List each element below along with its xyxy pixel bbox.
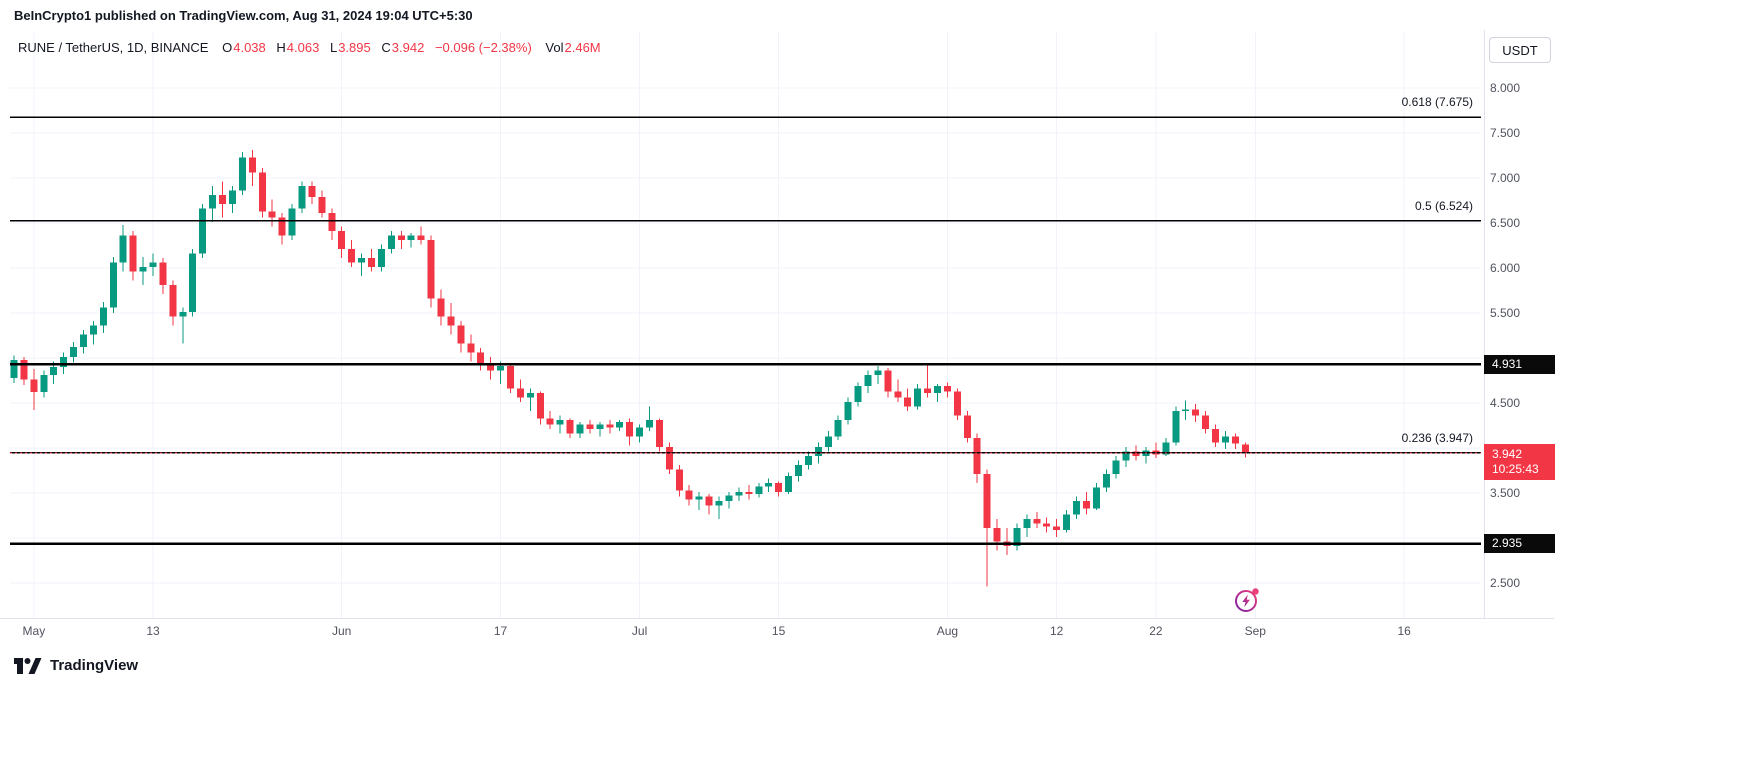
time-axis-label: Aug bbox=[936, 624, 959, 638]
published-text: BeInCrypto1 published on TradingView.com… bbox=[14, 7, 473, 23]
low-value: 3.895 bbox=[338, 40, 371, 55]
bar-countdown: 10:25:43 bbox=[1492, 462, 1539, 477]
published-attribution-bar: BeInCrypto1 published on TradingView.com… bbox=[0, 0, 1754, 30]
price-axis-label: 6.000 bbox=[1490, 261, 1521, 275]
volume-label: Vol bbox=[545, 40, 564, 55]
close-value: 3.942 bbox=[391, 40, 425, 55]
price-axis-separator bbox=[1484, 30, 1485, 619]
change-value: −0.096 (−2.38%) bbox=[434, 40, 532, 55]
price-axis-label: 8.000 bbox=[1490, 81, 1521, 95]
level-price-badge-upper: 4.931 bbox=[1484, 354, 1555, 374]
legend-open: O4.038 bbox=[222, 40, 266, 55]
price-axis-label: 4.500 bbox=[1490, 396, 1521, 410]
flash-reaction-icon[interactable] bbox=[1232, 585, 1262, 615]
legend-low: L3.895 bbox=[330, 40, 371, 55]
tradingview-brand-text: TradingView bbox=[50, 656, 139, 674]
chart-legend[interactable]: RUNE / TetherUS, 1D, BINANCE O4.038 H4.0… bbox=[18, 40, 608, 55]
price-axis-label: 2.500 bbox=[1490, 576, 1521, 590]
current-price-value: 3.942 bbox=[1492, 447, 1523, 462]
high-label: H bbox=[276, 40, 286, 55]
time-axis-label: Jul bbox=[631, 624, 648, 638]
time-axis-separator bbox=[0, 618, 1554, 619]
time-axis-label: 12 bbox=[1049, 624, 1064, 638]
notification-dot bbox=[1252, 588, 1259, 595]
price-axis-label: 7.500 bbox=[1490, 126, 1521, 140]
symbol-title: RUNE / TetherUS, 1D, BINANCE bbox=[18, 40, 209, 55]
legend-close: C3.942 bbox=[381, 40, 424, 55]
currency-toggle-button[interactable]: USDT bbox=[1489, 37, 1551, 63]
open-value: 4.038 bbox=[233, 40, 266, 55]
open-label: O bbox=[222, 40, 233, 55]
time-axis-label: 15 bbox=[771, 624, 786, 638]
fib-level-label: 0.5 (6.524) bbox=[1414, 198, 1473, 213]
time-axis-label: 17 bbox=[493, 624, 508, 638]
price-axis-label: 7.000 bbox=[1490, 171, 1521, 185]
legend-volume: Vol2.46M bbox=[545, 40, 600, 55]
tradingview-attribution-link[interactable]: TradingView bbox=[14, 656, 138, 674]
time-axis-label: 16 bbox=[1397, 624, 1411, 638]
lightning-bolt-icon bbox=[1242, 594, 1250, 608]
fib-level-label: 0.618 (7.675) bbox=[1401, 95, 1473, 110]
price-axis-label: 3.500 bbox=[1490, 486, 1521, 500]
fib-level-label: 0.236 (3.947) bbox=[1401, 430, 1473, 445]
legend-high: H4.063 bbox=[276, 40, 319, 55]
time-axis-label: May bbox=[22, 624, 46, 638]
low-label: L bbox=[329, 40, 338, 55]
current-price-badge: 3.942 10:25:43 bbox=[1484, 444, 1555, 481]
time-axis-label: Jun bbox=[332, 624, 352, 638]
time-axis-label: 13 bbox=[146, 624, 160, 638]
time-axis-label: 22 bbox=[1149, 624, 1163, 638]
time-axis-label: Sep bbox=[1244, 624, 1266, 638]
tradingview-logo-icon bbox=[14, 658, 42, 674]
high-value: 4.063 bbox=[286, 40, 320, 55]
flash-circle bbox=[1235, 590, 1257, 612]
price-axis-label: 5.500 bbox=[1490, 306, 1521, 320]
volume-value: 2.46M bbox=[564, 40, 601, 55]
level-price-badge-lower: 2.935 bbox=[1484, 534, 1555, 554]
price-axis-label: 6.500 bbox=[1490, 216, 1521, 230]
close-label: C bbox=[381, 40, 391, 55]
